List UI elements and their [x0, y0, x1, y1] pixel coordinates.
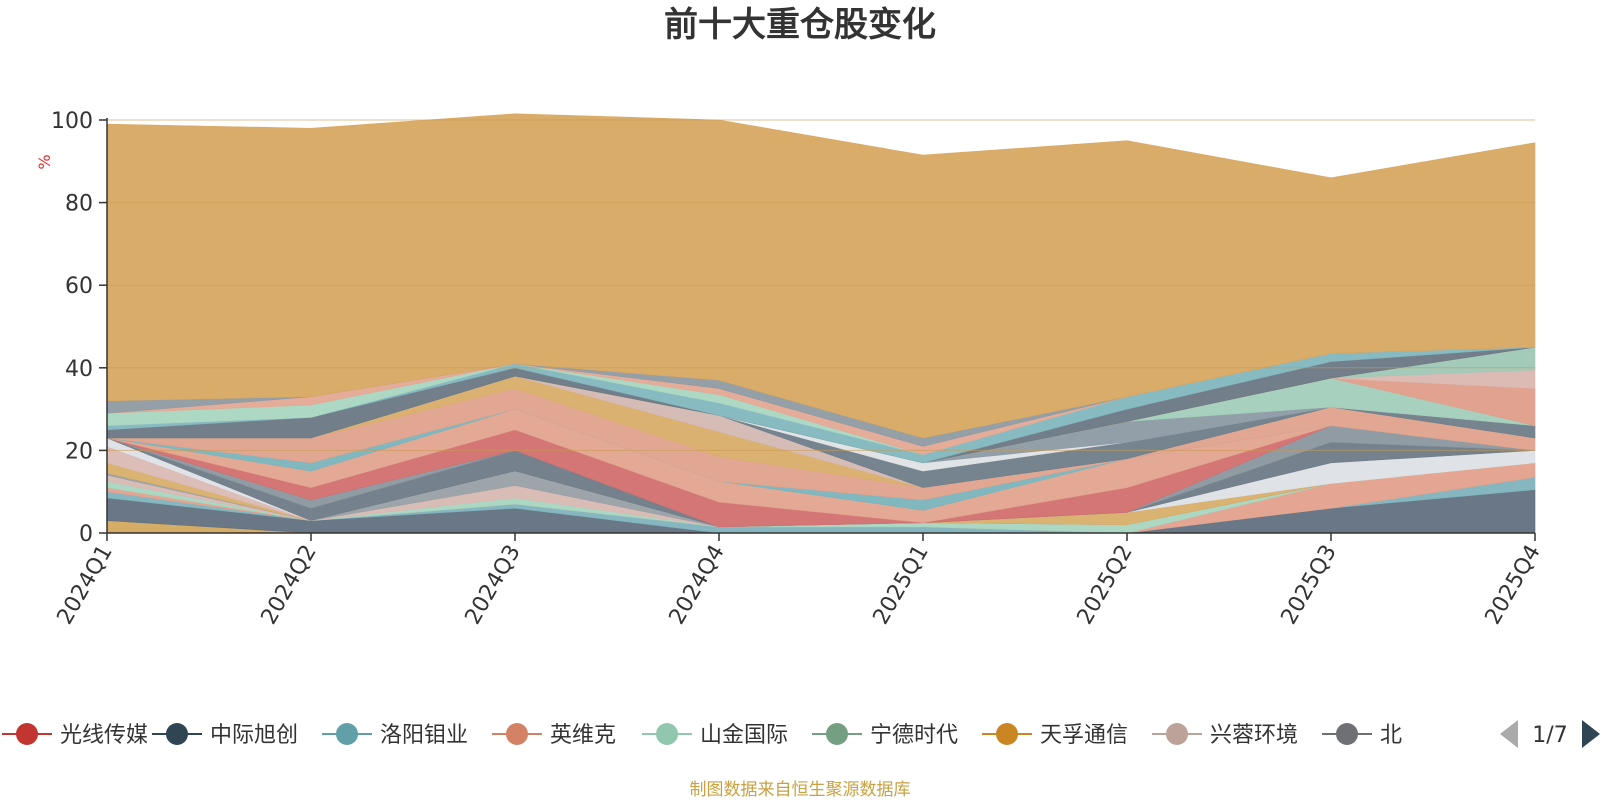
legend-circle-icon: [1336, 723, 1358, 745]
legend-item-6[interactable]: 天孚通信: [982, 723, 1128, 748]
legend-circle-icon: [1166, 723, 1188, 745]
x-tick-label-2024Q3: 2024Q3: [461, 541, 526, 629]
legend-label: 兴蓉环境: [1210, 723, 1298, 748]
legend-item-4[interactable]: 山金国际: [642, 723, 788, 748]
legend-label: 光线传媒: [60, 723, 148, 748]
x-tick-label-2025Q4: 2025Q4: [1481, 541, 1546, 629]
y-tick-label-20: 20: [65, 439, 93, 464]
legend-label: 洛阳钼业: [380, 723, 468, 748]
y-tick-label-0: 0: [79, 522, 93, 547]
source-note: 制图数据来自恒生聚源数据库: [690, 780, 911, 800]
x-tick-label-2024Q1: 2024Q1: [53, 541, 118, 629]
y-tick-label-40: 40: [65, 357, 93, 382]
chart-title: 前十大重仓股变化: [664, 5, 936, 45]
y-tick-label-100: 100: [51, 109, 93, 134]
legend-circle-icon: [506, 723, 528, 745]
legend-circle-icon: [656, 723, 678, 745]
legend-prev-page-icon[interactable]: [1500, 720, 1518, 748]
legend-circle-icon: [16, 723, 38, 745]
legend-item-2[interactable]: 洛阳钼业: [322, 723, 468, 748]
legend-item-5[interactable]: 宁德时代: [812, 723, 958, 748]
x-tick-label-2024Q2: 2024Q2: [257, 541, 322, 629]
legend-circle-icon: [826, 723, 848, 745]
x-tick-label-2024Q4: 2024Q4: [665, 541, 730, 629]
legend-item-7[interactable]: 兴蓉环境: [1152, 723, 1298, 748]
legend-item-8[interactable]: 北: [1322, 723, 1402, 748]
legend-circle-icon: [166, 723, 188, 745]
legend-item-3[interactable]: 英维克: [492, 723, 616, 748]
legend-page-indicator: 1/7: [1532, 723, 1567, 748]
legend-label: 英维克: [550, 723, 616, 748]
grid-lines: [107, 119, 1535, 451]
legend-item-1[interactable]: 中际旭创: [152, 723, 298, 748]
legend-label: 天孚通信: [1040, 723, 1128, 748]
x-tick-label-2025Q3: 2025Q3: [1277, 541, 1342, 629]
legend: 光线传媒 中际旭创 洛阳钼业 英维克 山金国际 宁德时代 天孚通信 兴蓉环境 北 1/7: [2, 720, 1600, 748]
legend-label: 山金国际: [700, 723, 788, 748]
y-axis-label: %: [35, 154, 54, 169]
legend-items: 光线传媒 中际旭创 洛阳钼业 英维克 山金国际 宁德时代 天孚通信 兴蓉环境 北: [2, 723, 1402, 748]
legend-circle-icon: [336, 723, 358, 745]
y-tick-label-60: 60: [65, 274, 93, 299]
area-series-s32: [106, 113, 1536, 439]
x-tick-label-2025Q1: 2025Q1: [869, 541, 934, 629]
x-tick-label-2025Q2: 2025Q2: [1073, 541, 1138, 629]
area-series-group: [106, 113, 1536, 534]
legend-item-0[interactable]: 光线传媒: [2, 723, 148, 748]
legend-label: 北: [1380, 723, 1402, 748]
legend-next-page-icon[interactable]: [1582, 720, 1600, 748]
legend-label: 中际旭创: [210, 723, 298, 748]
y-tick-label-80: 80: [65, 192, 93, 217]
legend-circle-icon: [996, 723, 1018, 745]
legend-label: 宁德时代: [870, 723, 958, 748]
